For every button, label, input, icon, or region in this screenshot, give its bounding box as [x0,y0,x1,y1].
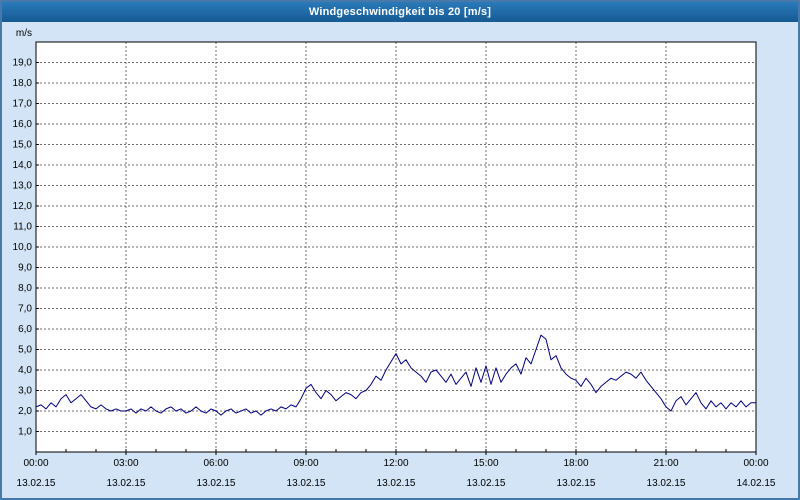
wind-speed-chart: 1,0 2,0 3,0 4,0 5,0 6,0 7,0 8,0 9,0 10,0 11,0 12,0 1… [13,28,776,489]
x-tick-date-label: 13.02.15 [107,478,146,489]
title-bar: Windgeschwindigkeit bis 20 [m/s] [2,2,798,22]
y-tick-label: 4,0 [18,365,32,376]
chart-title: Windgeschwindigkeit bis 20 [m/s] [308,6,492,18]
x-tick-date-label: 13.02.15 [647,478,686,489]
y-tick-label: 1,0 [18,427,32,438]
y-tick-label: 11,0 [13,222,32,233]
x-tick-time-label: 09:00 [293,458,318,469]
y-tick-label: 10,0 [13,242,33,253]
x-tick-time-label: 06:00 [203,458,228,469]
y-tick-label: 5,0 [18,345,32,356]
x-tick-date-label: 13.02.15 [377,478,416,489]
y-tick-label: 9,0 [18,263,32,274]
y-tick-label: 18,0 [13,78,33,89]
x-tick-date-label: 13.02.15 [197,478,236,489]
x-tick-time-label: 03:00 [113,458,138,469]
y-axis-labels: 1,0 2,0 3,0 4,0 5,0 6,0 7,0 8,0 9,0 10,0 11,0 12,0 1… [13,58,33,438]
y-tick-label: 12,0 [13,201,33,212]
x-tick-time-label: 00:00 [743,458,768,469]
y-tick-label: 8,0 [18,283,32,294]
x-tick-date-label: 13.02.15 [557,478,596,489]
x-tick-time-label: 15:00 [473,458,498,469]
x-tick-date-label: 13.02.15 [287,478,326,489]
x-tick-date-label: 14.02.15 [737,478,776,489]
x-tick-date-label: 13.02.15 [467,478,506,489]
y-tick-label: 14,0 [13,160,33,171]
x-tick-time-label: 00:00 [23,458,48,469]
wind-speed-line [35,334,756,416]
y-tick-label: 19,0 [13,58,33,69]
x-tick-time-label: 12:00 [383,458,408,469]
y-tick-label: 17,0 [13,99,33,110]
y-tick-label: 3,0 [18,386,32,397]
x-tick-date-label: 13.02.15 [17,478,56,489]
y-tick-label: 15,0 [13,140,33,151]
vertical-gridlines [125,42,667,452]
y-tick-label: 13,0 [13,181,33,192]
y-tick-label: 7,0 [18,304,32,315]
y-tick-label: 16,0 [13,119,33,130]
x-axis-labels: 00:00 13.02.15 03:00 13.02.15 06:00 13.02.15 0… [17,458,776,489]
plot-border [35,41,757,453]
x-tick-time-label: 21:00 [653,458,678,469]
y-tick-label: 2,0 [18,406,32,417]
x-tick-time-label: 18:00 [563,458,588,469]
y-axis-unit-label: m/s [16,28,32,39]
y-tick-label: 6,0 [18,324,32,335]
